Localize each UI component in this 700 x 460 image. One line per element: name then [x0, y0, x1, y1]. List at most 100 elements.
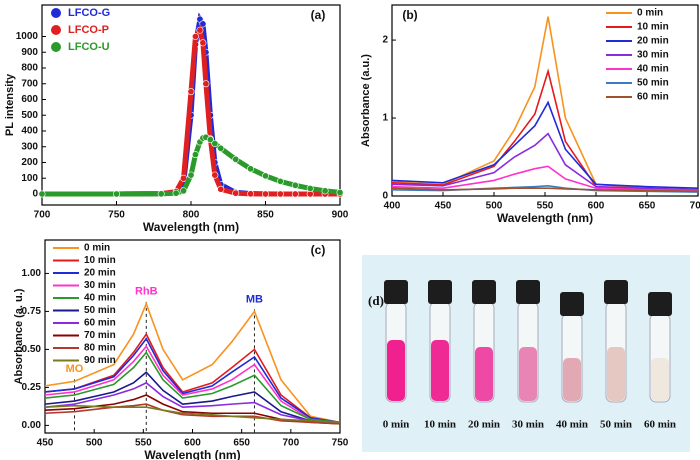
x-tick-label: 850	[257, 210, 274, 221]
data-point	[202, 80, 210, 88]
data-point	[291, 190, 299, 198]
series-line	[44, 381, 341, 425]
data-point	[172, 189, 180, 197]
data-point	[211, 140, 219, 148]
x-tick-label: 750	[332, 438, 349, 449]
y-tick-label: 400	[21, 126, 38, 137]
panel-label: (b)	[402, 8, 417, 22]
x-tick-label: 550	[135, 438, 152, 449]
vial-label: 40 min	[556, 419, 588, 431]
series-line	[44, 337, 341, 424]
series-line	[44, 351, 341, 424]
vial-cap	[648, 292, 672, 316]
vial-liquid	[607, 347, 625, 401]
data-point	[232, 189, 240, 197]
data-point	[199, 39, 207, 47]
data-point	[180, 187, 188, 195]
data-point	[261, 172, 269, 180]
vial-liquid	[475, 347, 493, 401]
x-axis-label: Wavelength (nm)	[497, 211, 593, 225]
y-tick-label: 100	[21, 173, 38, 184]
data-point	[247, 190, 255, 198]
legend-marker	[51, 42, 61, 52]
legend-label: 10 min	[637, 22, 669, 33]
data-point	[157, 190, 165, 198]
y-tick-label: 300	[21, 141, 38, 152]
annotation-label: MO	[66, 363, 84, 375]
series-line	[391, 100, 699, 190]
panel-label: (d)	[368, 293, 384, 308]
annotation-label: RhB	[135, 286, 158, 298]
y-tick-label: 1000	[16, 31, 39, 42]
y-tick-label: 1.00	[22, 268, 42, 279]
legend-label: LFCO-G	[68, 7, 110, 19]
legend-label: 60 min	[84, 318, 116, 329]
data-point	[196, 26, 204, 34]
legend-label: 50 min	[84, 305, 116, 316]
data-point	[38, 190, 46, 198]
vial-label: 30 min	[512, 419, 544, 431]
vial-liquid	[519, 347, 537, 401]
data-point	[336, 188, 344, 196]
y-tick-label: 800	[21, 63, 38, 74]
legend-label: LFCO-P	[68, 24, 109, 36]
data-point	[261, 190, 269, 198]
panel-label: (c)	[311, 243, 326, 257]
x-tick-label: 900	[332, 210, 349, 221]
series-line	[44, 371, 341, 425]
series-line	[391, 68, 699, 192]
vial-label: 60 min	[644, 419, 676, 431]
vial-liquid	[387, 340, 405, 401]
legend-marker	[51, 25, 61, 35]
series-line	[44, 404, 341, 424]
y-tick-label: 500	[21, 110, 38, 121]
data-point	[321, 187, 329, 195]
vial-liquid	[563, 358, 581, 401]
vial-cap	[604, 280, 628, 304]
vial-liquid	[651, 358, 669, 401]
vial-liquid	[431, 340, 449, 401]
legend-label: 40 min	[637, 64, 669, 75]
x-tick-label: 700	[690, 201, 700, 212]
y-tick-label: 0	[382, 191, 388, 202]
y-tick-label: 700	[21, 78, 38, 89]
data-point	[206, 136, 214, 144]
legend-label: 80 min	[84, 343, 116, 354]
series-line	[44, 301, 341, 424]
data-point	[211, 171, 219, 179]
legend-label: 90 min	[84, 355, 116, 366]
vial-cap	[560, 292, 584, 316]
data-point	[191, 32, 199, 40]
y-tick-label: 900	[21, 47, 38, 58]
legend-label: 60 min	[637, 92, 669, 103]
legend-label: 30 min	[637, 50, 669, 61]
data-point	[232, 155, 240, 163]
series-line	[391, 187, 699, 193]
x-tick-label: 550	[537, 201, 554, 212]
data-point	[113, 190, 121, 198]
y-tick-label: 200	[21, 157, 38, 168]
data-point	[306, 184, 314, 192]
y-tick-label: 0.75	[22, 306, 42, 317]
x-tick-label: 650	[639, 201, 656, 212]
y-axis-label: Absorbance (a. u.)	[13, 288, 25, 384]
legend-label: 0 min	[637, 8, 663, 19]
legend-label: 20 min	[637, 36, 669, 47]
x-tick-label: 500	[486, 201, 503, 212]
vial-label: 50 min	[600, 419, 632, 431]
x-axis-label: Wavelength (nm)	[144, 448, 240, 460]
vial-label: 0 min	[383, 419, 410, 431]
x-tick-label: 450	[435, 201, 452, 212]
y-axis-label: Absorbance (a.u.)	[360, 54, 372, 147]
y-axis-label: PL intensity	[4, 73, 16, 136]
y-tick-label: 0	[32, 189, 38, 200]
legend-label: 40 min	[84, 293, 116, 304]
x-tick-label: 750	[108, 210, 125, 221]
data-point	[291, 181, 299, 189]
vial-cap	[428, 280, 452, 304]
y-tick-label: 1	[382, 113, 388, 124]
data-point	[276, 177, 284, 185]
x-axis-label: Wavelength (nm)	[143, 220, 239, 234]
vial-cap	[516, 280, 540, 304]
data-point	[247, 165, 255, 173]
